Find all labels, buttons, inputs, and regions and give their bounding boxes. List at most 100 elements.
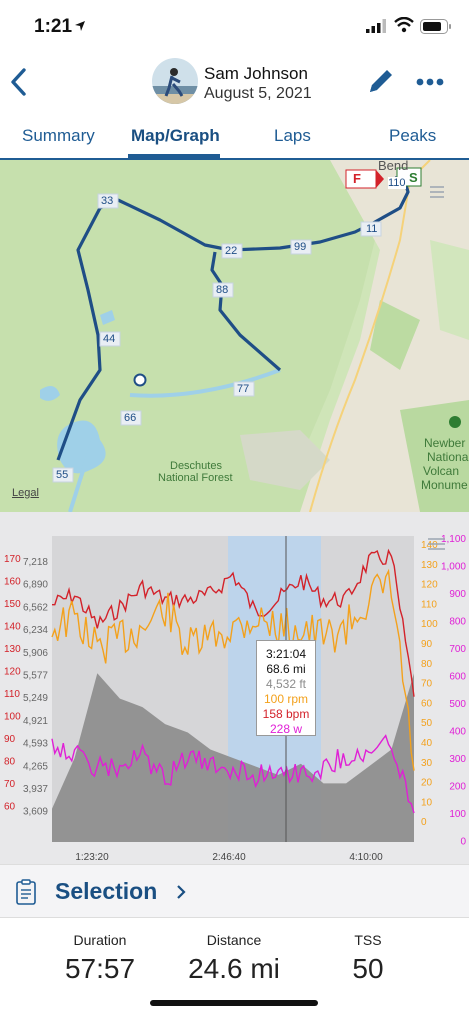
stat-value: 57:57 bbox=[64, 953, 136, 984]
clipboard-icon bbox=[16, 879, 36, 905]
axis-tick-heartrate: 90 bbox=[4, 734, 16, 745]
road-label: 22 bbox=[225, 245, 238, 257]
axis-tick-elevation: 5,906 bbox=[23, 648, 48, 659]
axis-tick-elevation: 4,265 bbox=[23, 761, 48, 772]
tab-summary[interactable]: Summary bbox=[22, 126, 95, 145]
road-label: 44 bbox=[103, 333, 116, 345]
axis-tick-power: 300 bbox=[449, 754, 466, 765]
tooltip-power: 228 w bbox=[269, 722, 303, 736]
axis-tick-elevation: 3,937 bbox=[23, 784, 48, 795]
stat-distance: Distance 24.6 mi bbox=[176, 932, 292, 985]
stat-duration: Duration 57:57 bbox=[52, 932, 148, 985]
road-label: 99 bbox=[294, 241, 307, 253]
map-layers-icon[interactable] bbox=[428, 184, 446, 200]
axis-tick-cadence: 110 bbox=[421, 599, 437, 610]
status-bar: 1:21 bbox=[0, 0, 469, 52]
axis-tick-cadence: 80 bbox=[421, 659, 433, 670]
place-label: Monume bbox=[421, 478, 468, 492]
home-indicator bbox=[150, 1000, 318, 1006]
axis-tick-heartrate: 160 bbox=[4, 577, 21, 588]
selection-row[interactable]: Selection bbox=[0, 864, 469, 918]
tab-peaks[interactable]: Peaks bbox=[389, 126, 437, 145]
series-power bbox=[51, 734, 415, 814]
axis-tick-elevation: 4,921 bbox=[23, 716, 48, 727]
road-label: 110 bbox=[388, 177, 406, 189]
metrics-graph[interactable]: 170 160 150 140 130 120 110 100 90 80 70 60 7,218 6,8… bbox=[0, 512, 469, 864]
axis-tick-elevation: 6,890 bbox=[23, 580, 48, 591]
chevron-right-icon bbox=[177, 885, 186, 899]
avatar[interactable] bbox=[152, 58, 198, 104]
tab-bar: Summary Map/Graph Laps Peaks bbox=[0, 112, 469, 160]
axis-tick-heartrate: 150 bbox=[4, 599, 21, 610]
tooltip-heartrate: 158 bpm bbox=[262, 707, 310, 721]
place-label: Bend bbox=[378, 160, 409, 173]
axis-tick-heartrate: 80 bbox=[4, 757, 16, 768]
axis-tick-elevation: 3,609 bbox=[23, 807, 48, 818]
tooltip-elevation: 4,532 ft bbox=[265, 677, 307, 691]
axis-tick-cadence: 130 bbox=[421, 560, 438, 571]
axis-tick-heartrate: 70 bbox=[4, 779, 16, 790]
axis-tick-cadence: 140 bbox=[421, 540, 438, 551]
axis-tick-power: 900 bbox=[449, 589, 466, 600]
axis-tick-heartrate: 140 bbox=[4, 622, 21, 633]
activity-date: August 5, 2021 bbox=[204, 85, 312, 102]
axis-tick-power: 200 bbox=[449, 782, 466, 793]
tab-map-graph[interactable]: Map/Graph bbox=[131, 126, 220, 145]
stat-value: 50 bbox=[352, 953, 384, 984]
wifi-icon bbox=[394, 17, 414, 33]
axis-tick-elevation: 4,593 bbox=[23, 739, 48, 750]
pencil-edit-icon[interactable] bbox=[366, 66, 396, 96]
legal-link[interactable]: Legal bbox=[12, 487, 39, 499]
series-elevation bbox=[52, 673, 414, 842]
axis-tick-time: 4:10:00 bbox=[349, 852, 383, 863]
axis-tick-power: 600 bbox=[449, 672, 466, 683]
axis-tick-cadence: 10 bbox=[421, 797, 433, 808]
axis-tick-time: 1:23:20 bbox=[75, 852, 109, 863]
axis-tick-heartrate: 170 bbox=[4, 554, 21, 565]
place-label: Volcan bbox=[423, 464, 460, 478]
axis-tick-time: 2:46:40 bbox=[212, 852, 246, 863]
road-label: 88 bbox=[216, 284, 229, 296]
axis-tick-power: 0 bbox=[460, 837, 466, 848]
axis-tick-heartrate: 120 bbox=[4, 667, 21, 678]
axis-tick-elevation: 6,562 bbox=[23, 602, 48, 613]
stat-tss: TSS 50 bbox=[332, 932, 404, 985]
route-map[interactable]: 33 22 99 11 110 88 44 77 66 55 F S Bend … bbox=[0, 160, 469, 512]
axis-tick-power: 100 bbox=[449, 809, 466, 820]
tooltip-time: 3:21:04 bbox=[265, 647, 307, 661]
place-label: National Forest bbox=[158, 472, 233, 484]
graph-options-icon[interactable] bbox=[426, 532, 448, 552]
start-flag-icon: S bbox=[409, 170, 418, 185]
tab-laps[interactable]: Laps bbox=[274, 126, 311, 145]
axis-tick-cadence: 30 bbox=[421, 758, 433, 769]
battery-icon bbox=[420, 19, 451, 34]
cellular-signal-icon bbox=[366, 19, 386, 33]
stat-label: Duration bbox=[73, 932, 127, 948]
axis-tick-cadence: 100 bbox=[421, 619, 438, 630]
road-label: 33 bbox=[101, 195, 114, 207]
graph-canvas: 170160150140130120110100908070607,2186,8… bbox=[4, 534, 466, 863]
axis-tick-cadence: 0 bbox=[421, 817, 427, 828]
axis-tick-heartrate: 110 bbox=[4, 689, 20, 700]
more-options-icon[interactable] bbox=[416, 78, 444, 86]
stats-row: Duration 57:57 Distance 24.6 mi TSS 50 bbox=[0, 918, 469, 998]
location-arrow-icon bbox=[75, 21, 85, 31]
tooltip-distance: 68.6 mi bbox=[266, 662, 306, 676]
place-label: Nationa bbox=[427, 450, 469, 464]
back-chevron-icon[interactable] bbox=[8, 66, 30, 98]
axis-tick-power: 500 bbox=[449, 699, 466, 710]
athlete-name: Sam Johnson bbox=[204, 64, 308, 83]
axis-tick-cadence: 60 bbox=[421, 698, 433, 709]
axis-tick-power: 700 bbox=[449, 644, 466, 655]
road-label: 11 bbox=[366, 223, 378, 235]
road-label: 66 bbox=[124, 412, 137, 424]
stat-label: TSS bbox=[354, 932, 382, 948]
axis-tick-power: 1,000 bbox=[441, 562, 466, 573]
selection-label: Selection bbox=[55, 878, 158, 904]
active-tab-indicator bbox=[128, 154, 220, 158]
axis-tick-cadence: 50 bbox=[421, 718, 433, 729]
axis-tick-heartrate: 100 bbox=[4, 712, 21, 723]
axis-tick-elevation: 5,249 bbox=[23, 693, 48, 704]
axis-tick-elevation: 7,218 bbox=[23, 557, 48, 568]
axis-tick-power: 1,100 bbox=[441, 534, 466, 545]
